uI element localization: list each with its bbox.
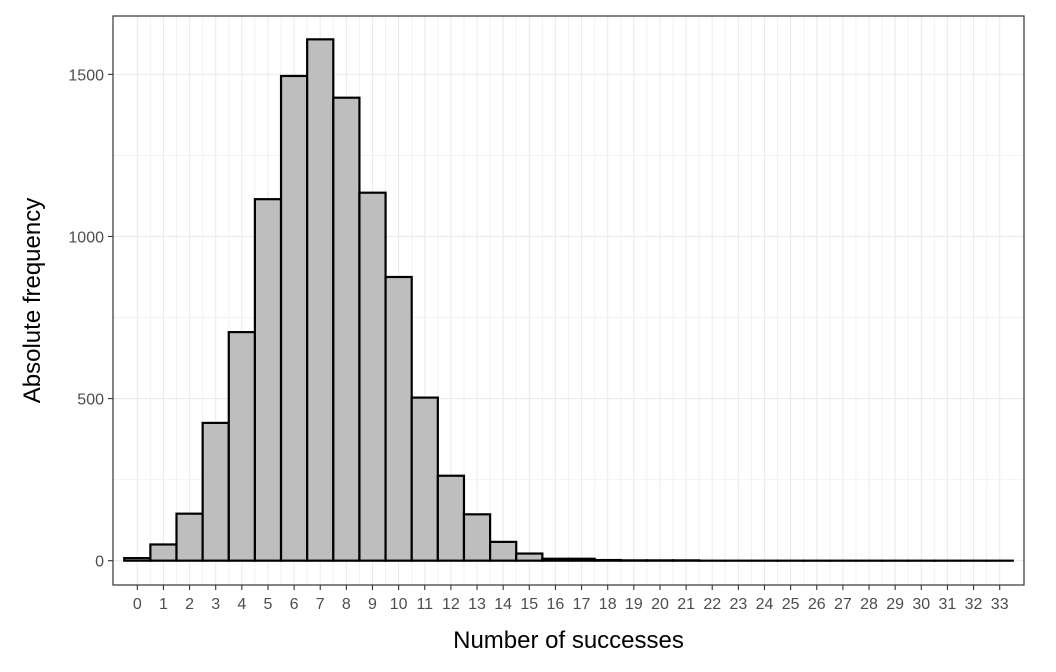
y-tick-label: 1000 <box>68 229 104 246</box>
x-tick-label: 1 <box>159 596 168 613</box>
y-axis-title: Absolute frequency <box>19 198 46 403</box>
bar-12 <box>436 474 466 562</box>
bar-13 <box>462 513 492 562</box>
bar-6 <box>279 74 309 562</box>
x-tick-label: 9 <box>368 596 377 613</box>
bar-15 <box>515 552 544 562</box>
x-tick-label: 12 <box>442 596 460 613</box>
x-tick-label: 24 <box>756 596 774 613</box>
bar-8 <box>332 96 361 562</box>
x-tick-label: 4 <box>237 596 246 613</box>
x-tick-label: 2 <box>185 596 194 613</box>
bar-9 <box>358 191 387 562</box>
bar-layer <box>123 38 1014 562</box>
x-tick-label: 10 <box>390 596 408 613</box>
x-tick-label: 3 <box>211 596 220 613</box>
bar-3 <box>201 421 230 562</box>
x-axis-title: Number of successes <box>453 627 684 654</box>
x-tick-label: 13 <box>468 596 486 613</box>
x-tick-label: 19 <box>625 596 643 613</box>
y-tick-label: 1500 <box>68 67 104 84</box>
x-tick-label: 7 <box>316 596 325 613</box>
x-tick-label: 26 <box>808 596 826 613</box>
x-tick-label: 16 <box>547 596 565 613</box>
bar-11 <box>410 396 439 562</box>
bar-0 <box>123 556 152 562</box>
x-tick-label: 22 <box>703 596 721 613</box>
x-tick-label: 8 <box>342 596 351 613</box>
y-tick-label: 500 <box>77 392 104 409</box>
x-tick-label: 28 <box>860 596 878 613</box>
bar-2 <box>175 512 204 562</box>
bar-16 <box>541 557 570 562</box>
y-tick-label: 0 <box>95 554 104 571</box>
x-tick-label: 25 <box>782 596 800 613</box>
x-tick-label: 17 <box>573 596 591 613</box>
x-tick-label: 31 <box>939 596 957 613</box>
x-tick-label: 21 <box>677 596 695 613</box>
bar-10 <box>384 275 413 562</box>
x-tick-label: 20 <box>651 596 669 613</box>
x-tick-label: 23 <box>729 596 747 613</box>
bar-17 <box>567 557 596 562</box>
bar-18 <box>593 558 622 562</box>
x-tick-label: 6 <box>290 596 299 613</box>
bar-1 <box>149 543 178 562</box>
x-tick-label: 30 <box>912 596 930 613</box>
x-tick-label: 33 <box>991 596 1009 613</box>
x-tick-label: 0 <box>133 596 142 613</box>
bar-4 <box>227 331 257 562</box>
x-tick-label: 5 <box>264 596 273 613</box>
x-tick-label: 14 <box>494 596 512 613</box>
bar-14 <box>489 540 518 562</box>
x-tick-label: 27 <box>834 596 852 613</box>
x-tick-label: 29 <box>886 596 904 613</box>
y-axis: 0 500 1000 1500 <box>68 67 113 571</box>
x-tick-label: 15 <box>520 596 538 613</box>
x-axis: 0 1 2 3 4 5 6 7 8 9 10 11 12 13 14 15 16 17 18 19 20 21 22 23 24… <box>133 585 1009 613</box>
x-tick-label: 18 <box>599 596 617 613</box>
x-tick-label: 11 <box>416 596 433 613</box>
panel-border <box>112 15 1025 586</box>
bar-5 <box>253 198 283 562</box>
x-tick-label: 32 <box>965 596 983 613</box>
bar-7 <box>306 38 335 562</box>
